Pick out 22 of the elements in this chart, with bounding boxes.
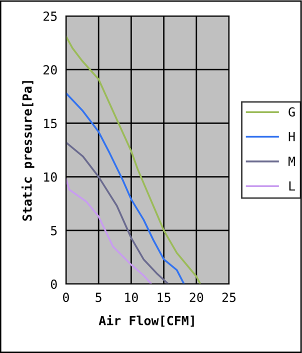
y-tick-label: 5 <box>51 226 57 236</box>
x-tick-label: 20 <box>190 292 204 302</box>
legend-label: L <box>289 181 295 190</box>
x-tick-label: 5 <box>96 292 102 302</box>
legend-label: H <box>288 132 295 142</box>
y-tick-label: 10 <box>44 172 57 182</box>
legend-label: M <box>288 156 296 166</box>
x-tick-label: 15 <box>158 292 170 302</box>
legend-label: G <box>288 107 295 117</box>
y-axis-title: Static pressure[Pa] <box>22 81 34 221</box>
x-tick-label: 25 <box>222 292 236 302</box>
x-tick-label: 10 <box>125 292 138 302</box>
y-tick-label: 0 <box>50 280 57 289</box>
line-series <box>66 92 185 284</box>
x-tick-label: 0 <box>63 292 69 302</box>
y-tick-label: 15 <box>44 118 57 128</box>
y-tick-label: 20 <box>44 65 57 75</box>
line-series <box>66 178 152 284</box>
line-series <box>66 142 170 284</box>
y-tick-label: 25 <box>44 12 57 21</box>
line-series <box>66 35 202 284</box>
x-axis-title: Air Flow[CFM] <box>98 314 194 327</box>
